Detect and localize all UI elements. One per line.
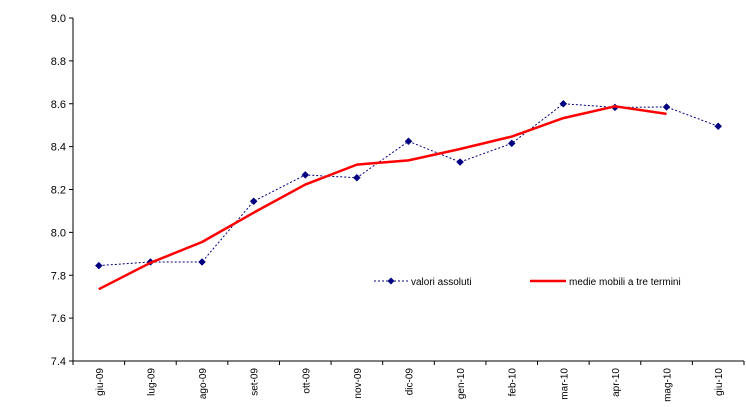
x-tick-label: mag-10 xyxy=(663,368,674,402)
series-valori-assoluti-line xyxy=(98,103,719,267)
series-layer xyxy=(94,99,723,291)
x-tick-label: feb-10 xyxy=(508,368,519,397)
x-axis-ticks: giu-09 lug-09 ago-09 set-09 ott-09 nov-09 dic-… xyxy=(72,361,745,402)
data-point-marker xyxy=(198,258,206,266)
y-tick-label: 8.0 xyxy=(51,227,66,239)
y-tick-label: 7.4 xyxy=(51,356,66,368)
legend-marker-valori-assoluti xyxy=(387,277,395,285)
data-point-marker xyxy=(353,173,361,182)
y-tick-label: 8.8 xyxy=(51,56,66,68)
x-tick-label: nov-09 xyxy=(353,368,364,399)
x-tick-label: gen-10 xyxy=(456,368,467,400)
data-point-marker xyxy=(249,197,258,206)
data-point-marker xyxy=(559,99,568,108)
x-tick-label: giu-10 xyxy=(714,368,725,396)
y-tick-label: 8.2 xyxy=(51,185,66,197)
legend: valori assoluti medie mobili a tre termin… xyxy=(374,277,681,288)
data-point-marker xyxy=(662,103,671,111)
x-tick-label: giu-09 xyxy=(95,368,106,396)
x-tick-label: lug-09 xyxy=(146,368,157,396)
y-tick-label: 8.4 xyxy=(51,142,66,154)
series-medie-mobili-line xyxy=(98,105,667,291)
axes xyxy=(72,18,744,362)
data-point-marker xyxy=(456,158,464,166)
y-tick-label: 8.6 xyxy=(51,99,66,111)
y-tick-label: 9.0 xyxy=(51,13,66,25)
legend-label-medie-mobili: medie mobili a tre termini xyxy=(569,277,681,288)
data-point-marker xyxy=(301,171,310,179)
x-tick-label: apr-10 xyxy=(611,368,622,397)
data-point-marker xyxy=(94,261,103,270)
data-point-marker xyxy=(507,139,516,148)
x-tick-label: dic-09 xyxy=(405,368,416,396)
y-tick-label: 7.6 xyxy=(51,313,66,325)
x-tick-label: ago-09 xyxy=(198,368,209,400)
y-tick-label: 7.8 xyxy=(51,270,66,282)
legend-label-valori-assoluti: valori assoluti xyxy=(411,277,472,288)
y-axis-ticks: 7.4 7.6 7.8 8.0 8.2 8.4 8.6 8.8 9.0 xyxy=(51,13,73,368)
x-tick-label: set-09 xyxy=(250,368,261,396)
data-point-marker xyxy=(714,122,723,131)
x-tick-label: mar-10 xyxy=(559,368,570,400)
data-point-marker xyxy=(404,137,413,146)
x-tick-label: ott-09 xyxy=(301,368,312,394)
